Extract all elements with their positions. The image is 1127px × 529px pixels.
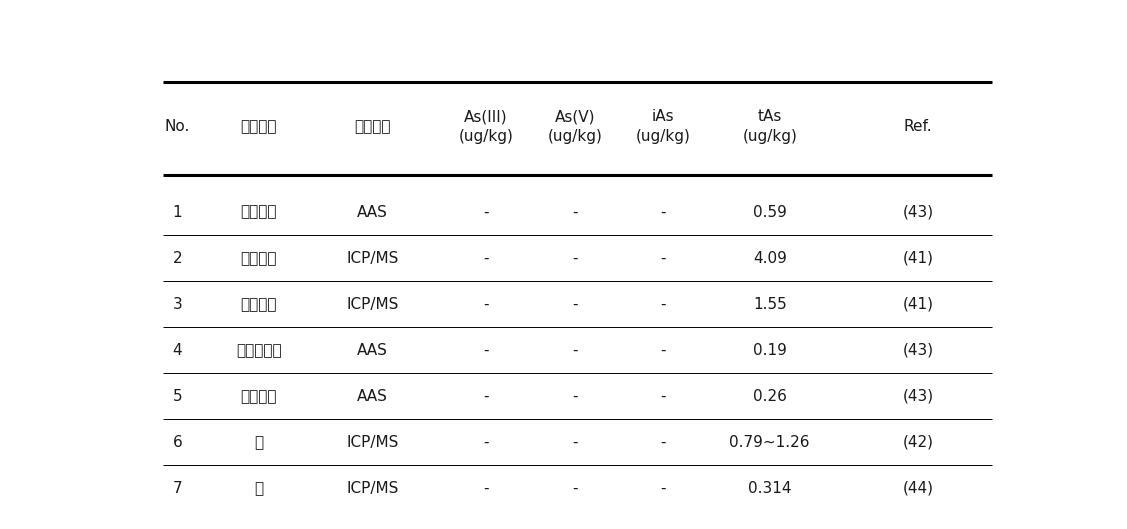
Text: -: - <box>660 435 666 450</box>
Text: tAs
(ug/kg): tAs (ug/kg) <box>743 109 797 144</box>
Text: 과일음료: 과일음료 <box>240 297 277 312</box>
Text: 4.09: 4.09 <box>753 251 787 266</box>
Text: AAS: AAS <box>357 205 388 220</box>
Text: (41): (41) <box>903 251 934 266</box>
Text: -: - <box>660 343 666 358</box>
Text: -: - <box>573 297 578 312</box>
Text: (44): (44) <box>903 481 934 496</box>
Text: -: - <box>483 389 489 404</box>
Text: -: - <box>573 205 578 220</box>
Text: 분석방법: 분석방법 <box>354 119 391 134</box>
Text: -: - <box>573 435 578 450</box>
Text: -: - <box>573 251 578 266</box>
Text: (43): (43) <box>903 389 934 404</box>
Text: (42): (42) <box>903 435 934 450</box>
Text: AAS: AAS <box>357 343 388 358</box>
Text: ICP/MS: ICP/MS <box>346 435 399 450</box>
Text: -: - <box>573 343 578 358</box>
Text: As(III)
(ug/kg): As(III) (ug/kg) <box>459 109 513 144</box>
Text: 0.79~1.26: 0.79~1.26 <box>729 435 810 450</box>
Text: 기타음료: 기타음료 <box>240 389 277 404</box>
Text: -: - <box>483 343 489 358</box>
Text: 대상시료: 대상시료 <box>240 119 277 134</box>
Text: As(V)
(ug/kg): As(V) (ug/kg) <box>548 109 603 144</box>
Text: 0.26: 0.26 <box>753 389 787 404</box>
Text: -: - <box>483 435 489 450</box>
Text: No.: No. <box>165 119 190 134</box>
Text: -: - <box>660 297 666 312</box>
Text: 0.59: 0.59 <box>753 205 787 220</box>
Text: ICP/MS: ICP/MS <box>346 251 399 266</box>
Text: 7: 7 <box>172 481 183 496</box>
Text: -: - <box>573 389 578 404</box>
Text: ICP/MS: ICP/MS <box>346 297 399 312</box>
Text: -: - <box>483 205 489 220</box>
Text: -: - <box>660 481 666 496</box>
Text: -: - <box>483 481 489 496</box>
Text: 5: 5 <box>172 389 183 404</box>
Text: ICP/MS: ICP/MS <box>346 481 399 496</box>
Text: 과일음료: 과일음료 <box>240 251 277 266</box>
Text: Ref.: Ref. <box>904 119 932 134</box>
Text: -: - <box>573 481 578 496</box>
Text: 6: 6 <box>172 435 183 450</box>
Text: -: - <box>660 205 666 220</box>
Text: 1.55: 1.55 <box>753 297 787 312</box>
Text: 탄산음료류: 탄산음료류 <box>236 343 282 358</box>
Text: 물: 물 <box>255 481 264 496</box>
Text: -: - <box>483 297 489 312</box>
Text: 3: 3 <box>172 297 183 312</box>
Text: 과일음료: 과일음료 <box>240 205 277 220</box>
Text: 2: 2 <box>172 251 183 266</box>
Text: 4: 4 <box>172 343 183 358</box>
Text: -: - <box>660 251 666 266</box>
Text: 0.19: 0.19 <box>753 343 787 358</box>
Text: (41): (41) <box>903 297 934 312</box>
Text: AAS: AAS <box>357 389 388 404</box>
Text: 물: 물 <box>255 435 264 450</box>
Text: (43): (43) <box>903 343 934 358</box>
Text: -: - <box>483 251 489 266</box>
Text: (43): (43) <box>903 205 934 220</box>
Text: iAs
(ug/kg): iAs (ug/kg) <box>636 109 691 144</box>
Text: -: - <box>660 389 666 404</box>
Text: 0.314: 0.314 <box>748 481 791 496</box>
Text: 1: 1 <box>172 205 183 220</box>
